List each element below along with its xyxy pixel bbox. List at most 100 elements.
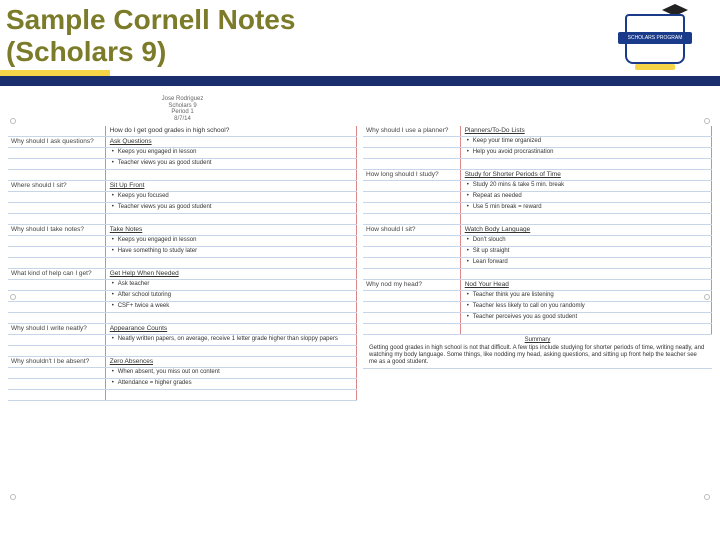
cue-empty <box>8 335 106 345</box>
bullet-row: Have something to study later <box>8 247 357 258</box>
note-cell: Take Notes <box>106 225 357 235</box>
cue-empty <box>363 203 461 213</box>
bullet-row: Keeps you engaged in lesson <box>8 148 357 159</box>
cue-empty <box>363 313 461 323</box>
cue-empty <box>8 126 106 136</box>
note-cell: Help you avoid procrastination <box>461 148 712 158</box>
punch-hole <box>704 494 710 500</box>
bullet-text: Keep your time organized <box>465 138 707 145</box>
cue-question: Why should I write neatly? <box>8 324 106 334</box>
cue-empty <box>8 192 106 202</box>
bullet-row: Teacher views you as good student <box>8 159 357 170</box>
note-cell: Keeps you engaged in lesson <box>106 236 357 246</box>
bullet-text: Teacher views you as good student <box>110 160 352 167</box>
bullet-row: Neatly written papers, on average, recei… <box>8 335 357 346</box>
bullet-text: Keeps you focused <box>110 193 352 200</box>
cue-empty <box>363 291 461 301</box>
cue-empty <box>8 159 106 169</box>
cue-empty <box>8 170 106 180</box>
cue-empty <box>8 379 106 389</box>
cue-empty <box>363 137 461 147</box>
slide-header: Sample Cornell Notes (Scholars 9) SCHOLA… <box>0 0 720 90</box>
cue-question: How should I sit? <box>363 225 461 235</box>
bullet-text: CSF+ twice a week <box>110 303 352 310</box>
section-row: Why should I ask questions?Ask Questions <box>8 137 357 148</box>
cue-question: Where should I sit? <box>8 181 106 191</box>
spacer-row <box>363 269 712 280</box>
punch-hole <box>704 118 710 124</box>
bullet-text: Keeps you engaged in lesson <box>110 237 352 244</box>
cue-empty <box>8 390 106 400</box>
note-cell: Keeps you focused <box>106 192 357 202</box>
bullet-row: Use 5 min break = reward <box>363 203 712 214</box>
bullet-text: Teacher less likely to call on you rando… <box>465 303 707 310</box>
section-row: Why nod my head? Nod Your Head <box>363 280 712 291</box>
note-cell: CSF+ twice a week <box>106 302 357 312</box>
bullet-row: Teacher less likely to call on you rando… <box>363 302 712 313</box>
date: 8/7/14 <box>8 116 357 123</box>
section-row: Why should I use a planner?Planners/To-D… <box>363 126 712 137</box>
note-title: Nod Your Head <box>465 281 707 289</box>
note-cell: When absent, you miss out on content <box>106 368 357 378</box>
cue-empty <box>8 148 106 158</box>
note-cell <box>106 313 357 323</box>
bullet-row: Teacher perceives you as good student <box>363 313 712 324</box>
cue-question: Why nod my head? <box>363 280 461 290</box>
bullet-text: Teacher perceives you as good student <box>465 314 707 321</box>
bullet-text: Study 20 mins & take 5 min. break <box>465 182 707 189</box>
bullet-text: After school tutoring <box>110 292 352 299</box>
section-row: How should I sit?Watch Body Language <box>363 225 712 236</box>
bullet-row: Repeat as needed <box>363 192 712 203</box>
bullet-text: Keeps you engaged in lesson <box>110 149 352 156</box>
bullet-text: Attendance = higher grades <box>110 380 352 387</box>
note-title: Study for Shorter Periods of Time <box>465 171 707 179</box>
summary-text: Getting good grades in high school is no… <box>369 345 706 367</box>
note-cell: Ask teacher <box>106 280 357 290</box>
note-cell: Neatly written papers, on average, recei… <box>106 335 357 345</box>
cue-question: Why should I take notes? <box>8 225 106 235</box>
bullet-text: Don't slouch <box>465 237 707 244</box>
cue-empty <box>8 313 106 323</box>
section-row: Where should I sit?Sit Up Front <box>8 181 357 192</box>
essential-question-row: How do I get good grades in high school? <box>8 126 357 137</box>
bullet-text: When absent, you miss out on content <box>110 369 352 376</box>
note-title: Take Notes <box>110 226 352 234</box>
summary-title: Summary <box>369 337 706 344</box>
note-title: Ask Questions <box>110 138 352 146</box>
note-cell: Attendance = higher grades <box>106 379 357 389</box>
bullet-text: Ask teacher <box>110 281 352 288</box>
bullet-text: Teacher think you are listening <box>465 292 707 299</box>
notes-page-1: Jose Rodriguez Scholars 9 Period 1 8/7/1… <box>8 94 357 401</box>
note-cell: Keeps you engaged in lesson <box>106 148 357 158</box>
note-cell: Sit up straight <box>461 247 712 257</box>
cue-empty <box>8 291 106 301</box>
cue-empty <box>8 203 106 213</box>
cue-empty <box>363 302 461 312</box>
spacer-row <box>363 159 712 170</box>
logo-base <box>635 64 675 70</box>
note-title: Appearance Counts <box>110 325 352 333</box>
spacer-row <box>363 214 712 225</box>
note-cell: Zero Absences <box>106 357 357 367</box>
bullet-row: Keeps you engaged in lesson <box>8 236 357 247</box>
bullet-row: Study 20 mins & take 5 min. break <box>363 181 712 192</box>
bullet-row: Sit up straight <box>363 247 712 258</box>
note-cell: Teacher perceives you as good student <box>461 313 712 323</box>
cue-question: Why shouldn't I be absent? <box>8 357 106 367</box>
note-cell: Teacher think you are listening <box>461 291 712 301</box>
cue-question: Why should I use a planner? <box>363 126 461 136</box>
cue-empty <box>8 280 106 290</box>
notes-pages: Jose Rodriguez Scholars 9 Period 1 8/7/1… <box>0 90 720 401</box>
note-cell <box>461 269 712 279</box>
logo-banner: SCHOLARS PROGRAM <box>618 32 692 44</box>
cue-empty <box>8 368 106 378</box>
spacer-row <box>8 258 357 269</box>
spacer-row <box>8 313 357 324</box>
cue-empty <box>8 302 106 312</box>
cue-empty <box>363 148 461 158</box>
note-cell <box>461 214 712 224</box>
page-header-info: Jose Rodriguez Scholars 9 Period 1 8/7/1… <box>8 94 357 126</box>
note-cell: Nod Your Head <box>461 280 712 290</box>
bullet-row: Teacher views you as good student <box>8 203 357 214</box>
spacer-row <box>8 346 357 357</box>
